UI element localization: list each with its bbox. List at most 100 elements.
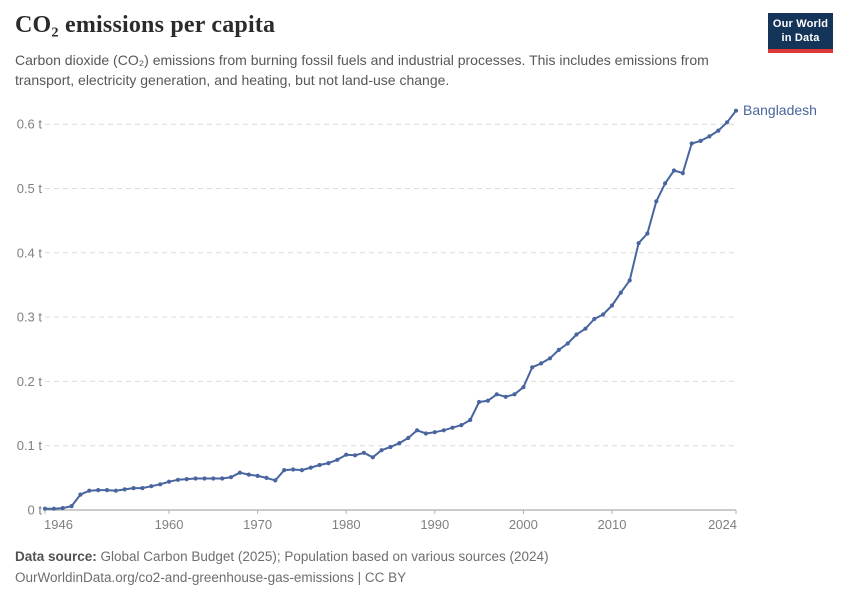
x-tick-label-1970: 1970 bbox=[243, 517, 272, 532]
data-point-1968[interactable] bbox=[237, 470, 242, 475]
data-point-1952[interactable] bbox=[96, 488, 101, 493]
data-point-1958[interactable] bbox=[149, 484, 154, 489]
data-point-1960[interactable] bbox=[166, 479, 172, 484]
data-point-1973[interactable] bbox=[282, 468, 287, 473]
data-point-1982[interactable] bbox=[361, 450, 366, 455]
data-point-1983[interactable] bbox=[370, 455, 375, 460]
data-point-1980[interactable] bbox=[344, 452, 349, 457]
data-point-2024[interactable] bbox=[733, 108, 739, 113]
chart-area[interactable]: 0 t 0.1 t 0.2 t 0.3 t 0.4 t 0.5 t 0.6 t 1946 196… bbox=[0, 100, 850, 540]
data-point-1999[interactable] bbox=[512, 392, 517, 397]
chart-subtitle: Carbon dioxide (CO₂) emissions from burn… bbox=[15, 52, 709, 89]
data-point-2017[interactable] bbox=[671, 168, 677, 173]
data-source-text: Global Carbon Budget (2025); Population … bbox=[96, 549, 549, 564]
data-point-2023[interactable] bbox=[725, 120, 730, 125]
data-point-2015[interactable] bbox=[654, 199, 659, 204]
data-point-1977[interactable] bbox=[317, 462, 322, 468]
data-point-2020[interactable] bbox=[698, 138, 703, 143]
data-point-1989[interactable] bbox=[423, 431, 428, 436]
data-point-1979[interactable] bbox=[335, 457, 340, 462]
data-point-1946[interactable] bbox=[42, 506, 48, 511]
data-point-1996[interactable] bbox=[485, 398, 490, 403]
data-point-1955[interactable] bbox=[122, 487, 127, 492]
x-tick-label-2024: 2024 bbox=[708, 517, 737, 532]
data-point-1984[interactable] bbox=[379, 448, 384, 453]
data-point-1959[interactable] bbox=[158, 482, 163, 487]
data-point-1997[interactable] bbox=[494, 392, 499, 397]
data-point-2010[interactable] bbox=[609, 303, 615, 308]
data-point-1990[interactable] bbox=[432, 430, 437, 435]
data-point-2009[interactable] bbox=[601, 312, 606, 317]
data-point-1986[interactable] bbox=[397, 441, 402, 446]
data-point-1956[interactable] bbox=[131, 486, 136, 491]
data-point-1947[interactable] bbox=[51, 506, 57, 511]
data-point-1994[interactable] bbox=[468, 417, 473, 423]
data-point-2011[interactable] bbox=[618, 290, 623, 295]
data-point-1976[interactable] bbox=[308, 465, 313, 470]
data-point-1967[interactable] bbox=[228, 475, 234, 480]
data-point-1998[interactable] bbox=[503, 394, 508, 399]
data-point-1963[interactable] bbox=[193, 476, 198, 481]
data-point-2018[interactable] bbox=[680, 171, 685, 176]
data-point-1988[interactable] bbox=[415, 428, 420, 433]
data-point-2003[interactable] bbox=[547, 356, 553, 361]
data-point-2022[interactable] bbox=[716, 128, 721, 133]
data-point-1969[interactable] bbox=[246, 472, 251, 477]
data-point-1954[interactable] bbox=[113, 488, 118, 493]
data-point-2021[interactable] bbox=[707, 134, 712, 139]
y-tick-label-0.1t: 0.1 t bbox=[17, 438, 43, 453]
data-point-1965[interactable] bbox=[211, 476, 216, 481]
data-point-1985[interactable] bbox=[388, 444, 393, 450]
data-point-1953[interactable] bbox=[104, 488, 110, 493]
entity-label-bangladesh[interactable]: Bangladesh bbox=[743, 102, 817, 118]
x-tick-label-1946: 1946 bbox=[44, 517, 73, 532]
chart-canvas[interactable]: 0 t 0.1 t 0.2 t 0.3 t 0.4 t 0.5 t 0.6 t 1946 196… bbox=[0, 100, 850, 540]
data-point-1995[interactable] bbox=[477, 399, 482, 405]
data-point-1971[interactable] bbox=[264, 475, 269, 480]
data-point-1961[interactable] bbox=[175, 477, 180, 482]
data-point-1957[interactable] bbox=[140, 486, 145, 491]
data-point-1949[interactable] bbox=[69, 504, 74, 509]
data-source-line: Data source: Global Carbon Budget (2025)… bbox=[15, 546, 835, 567]
data-point-2001[interactable] bbox=[530, 365, 535, 370]
owid-logo[interactable]: Our World in Data bbox=[768, 13, 833, 53]
data-point-1991[interactable] bbox=[441, 428, 446, 433]
x-tick-label-1960: 1960 bbox=[155, 517, 184, 532]
data-source-label: Data source: bbox=[15, 549, 97, 564]
data-point-2006[interactable] bbox=[574, 332, 579, 337]
x-tick-label-1990: 1990 bbox=[420, 517, 449, 532]
data-point-2000[interactable] bbox=[521, 385, 526, 390]
data-point-1970[interactable] bbox=[255, 473, 260, 478]
data-point-1964[interactable] bbox=[202, 476, 207, 481]
data-point-1975[interactable] bbox=[299, 468, 304, 473]
data-point-1993[interactable] bbox=[459, 423, 464, 428]
data-point-1951[interactable] bbox=[87, 488, 92, 493]
x-tick-label-2010: 2010 bbox=[598, 517, 627, 532]
data-point-1981[interactable] bbox=[353, 453, 358, 458]
data-point-1966[interactable] bbox=[220, 476, 225, 481]
data-point-2008[interactable] bbox=[592, 316, 597, 322]
data-point-1974[interactable] bbox=[291, 467, 296, 472]
data-point-1962[interactable] bbox=[184, 477, 189, 482]
data-point-2019[interactable] bbox=[689, 141, 694, 146]
data-point-2007[interactable] bbox=[583, 326, 588, 331]
data-point-1987[interactable] bbox=[406, 435, 411, 441]
data-point-2004[interactable] bbox=[556, 347, 561, 352]
x-tick-label-2000: 2000 bbox=[509, 517, 538, 532]
owid-logo-line1: Our World bbox=[772, 18, 829, 30]
y-tick-label-0.3t: 0.3 t bbox=[17, 310, 43, 325]
data-point-2013[interactable] bbox=[636, 241, 641, 246]
license-line[interactable]: OurWorldinData.org/co2-and-greenhouse-ga… bbox=[15, 570, 407, 585]
data-point-2014[interactable] bbox=[645, 231, 650, 236]
data-point-2012[interactable] bbox=[627, 278, 632, 283]
data-point-1950[interactable] bbox=[78, 492, 83, 497]
data-point-1948[interactable] bbox=[60, 506, 65, 511]
data-point-2016[interactable] bbox=[663, 181, 668, 186]
y-tick-label-0.2t: 0.2 t bbox=[17, 374, 43, 389]
data-point-2005[interactable] bbox=[565, 341, 570, 346]
data-point-1992[interactable] bbox=[450, 425, 455, 430]
data-point-1972[interactable] bbox=[273, 478, 278, 483]
data-point-1978[interactable] bbox=[326, 461, 331, 466]
data-point-2002[interactable] bbox=[539, 361, 544, 366]
